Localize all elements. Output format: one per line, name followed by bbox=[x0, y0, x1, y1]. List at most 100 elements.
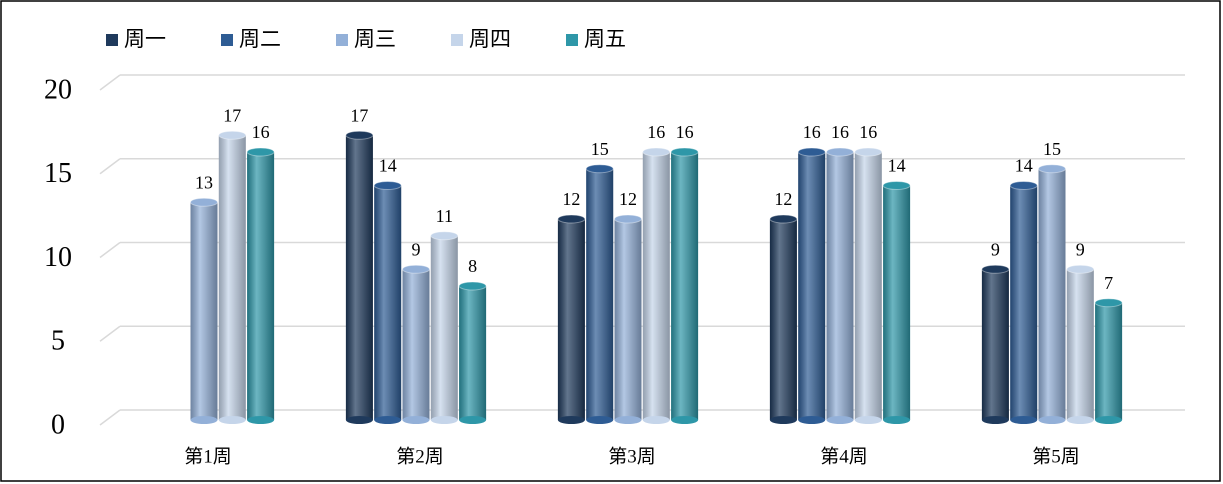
bar-base bbox=[854, 416, 882, 424]
bar-top bbox=[557, 214, 586, 224]
bar-base bbox=[459, 416, 487, 424]
bar-top bbox=[246, 147, 275, 157]
value-label: 14 bbox=[1015, 156, 1033, 176]
bar-shade bbox=[557, 219, 585, 420]
bar-top bbox=[430, 231, 459, 241]
bar-base bbox=[826, 416, 854, 424]
bar-shade bbox=[1095, 302, 1123, 420]
bar-shade bbox=[798, 152, 826, 420]
x-tick-label: 第2周 bbox=[396, 445, 444, 467]
bar-shade bbox=[190, 202, 218, 420]
bar-base bbox=[671, 416, 699, 424]
value-label: 15 bbox=[591, 139, 609, 159]
legend-swatch bbox=[106, 34, 118, 46]
bar-top bbox=[402, 264, 430, 274]
bar-shade bbox=[430, 235, 458, 420]
bar-top bbox=[670, 147, 699, 157]
bar-top bbox=[882, 181, 911, 190]
value-label: 9 bbox=[1076, 239, 1085, 259]
legend-swatch bbox=[451, 34, 463, 46]
value-label: 12 bbox=[619, 189, 637, 209]
y-tick-label: 5 bbox=[51, 326, 65, 357]
x-tick-label: 第1周 bbox=[184, 445, 232, 467]
bar-shade bbox=[826, 152, 854, 420]
x-tick-label: 第3周 bbox=[608, 445, 656, 467]
value-label: 14 bbox=[888, 156, 906, 176]
value-label: 17 bbox=[350, 105, 368, 125]
bar-shade bbox=[642, 152, 670, 420]
bar-shade bbox=[1066, 269, 1094, 420]
bar-base bbox=[981, 416, 1009, 424]
value-label: 17 bbox=[223, 105, 241, 125]
value-label: 16 bbox=[647, 122, 665, 142]
legend-swatch bbox=[566, 34, 578, 46]
bar-base bbox=[557, 416, 585, 424]
bar-top bbox=[373, 181, 402, 190]
bar-top bbox=[190, 197, 218, 207]
bar-top bbox=[854, 147, 883, 157]
y-tick-label: 0 bbox=[51, 409, 65, 440]
bar-shade bbox=[218, 135, 246, 420]
bar-shade bbox=[586, 168, 614, 420]
bar-base bbox=[345, 416, 373, 424]
value-label: 16 bbox=[831, 122, 849, 142]
bar-base bbox=[642, 416, 670, 424]
bar-shade bbox=[345, 135, 373, 420]
bar-top bbox=[1066, 264, 1095, 274]
legend-swatch bbox=[221, 34, 233, 46]
bar-base bbox=[614, 416, 642, 424]
bar-top bbox=[642, 147, 671, 157]
value-label: 8 bbox=[468, 256, 477, 276]
bar-shade bbox=[1038, 168, 1066, 420]
bar-base bbox=[374, 416, 402, 424]
bar-base bbox=[247, 416, 275, 424]
grid-line-depth bbox=[99, 409, 121, 426]
value-label: 12 bbox=[562, 189, 580, 209]
bar-shade bbox=[981, 269, 1009, 420]
bar-top bbox=[218, 130, 247, 140]
bar-shade bbox=[459, 286, 487, 420]
bar-shade bbox=[402, 269, 430, 420]
y-tick-label: 10 bbox=[44, 242, 72, 273]
bar-base bbox=[218, 416, 246, 424]
bar-shade bbox=[1010, 185, 1038, 420]
bar-shade bbox=[671, 152, 699, 420]
legend-label: 周一 bbox=[124, 27, 166, 51]
grid-line-depth bbox=[99, 74, 121, 91]
bar-shade bbox=[883, 185, 911, 420]
value-label: 12 bbox=[774, 189, 792, 209]
value-label: 16 bbox=[859, 122, 877, 142]
value-label: 15 bbox=[1043, 139, 1061, 159]
bar-base bbox=[430, 416, 458, 424]
bar-top bbox=[797, 147, 826, 157]
value-label: 16 bbox=[676, 122, 694, 142]
bar-top bbox=[585, 164, 614, 174]
value-label: 14 bbox=[379, 156, 397, 176]
bar-top bbox=[458, 281, 487, 291]
legend-label: 周二 bbox=[239, 27, 281, 51]
bar-top bbox=[614, 214, 642, 224]
value-label: 9 bbox=[412, 239, 421, 259]
bar-shade bbox=[247, 152, 275, 420]
bar-base bbox=[1066, 416, 1094, 424]
bar-base bbox=[190, 416, 218, 424]
legend-label: 周三 bbox=[354, 27, 396, 51]
bar-shade bbox=[854, 152, 882, 420]
bar-shade bbox=[614, 219, 642, 420]
bar-top bbox=[981, 264, 1010, 274]
value-label: 16 bbox=[803, 122, 821, 142]
bar-base bbox=[402, 416, 430, 424]
bar-top bbox=[1038, 164, 1066, 174]
legend-label: 周五 bbox=[584, 27, 626, 51]
legend-label: 周四 bbox=[469, 27, 511, 51]
bar-top bbox=[1094, 298, 1123, 308]
legend-swatch bbox=[336, 34, 348, 46]
value-label: 11 bbox=[436, 206, 453, 226]
bar-base bbox=[1010, 416, 1038, 424]
bar-base bbox=[1038, 416, 1066, 424]
x-tick-label: 第5周 bbox=[1032, 445, 1080, 467]
bar-shade bbox=[374, 185, 402, 420]
bar-base bbox=[1095, 416, 1123, 424]
